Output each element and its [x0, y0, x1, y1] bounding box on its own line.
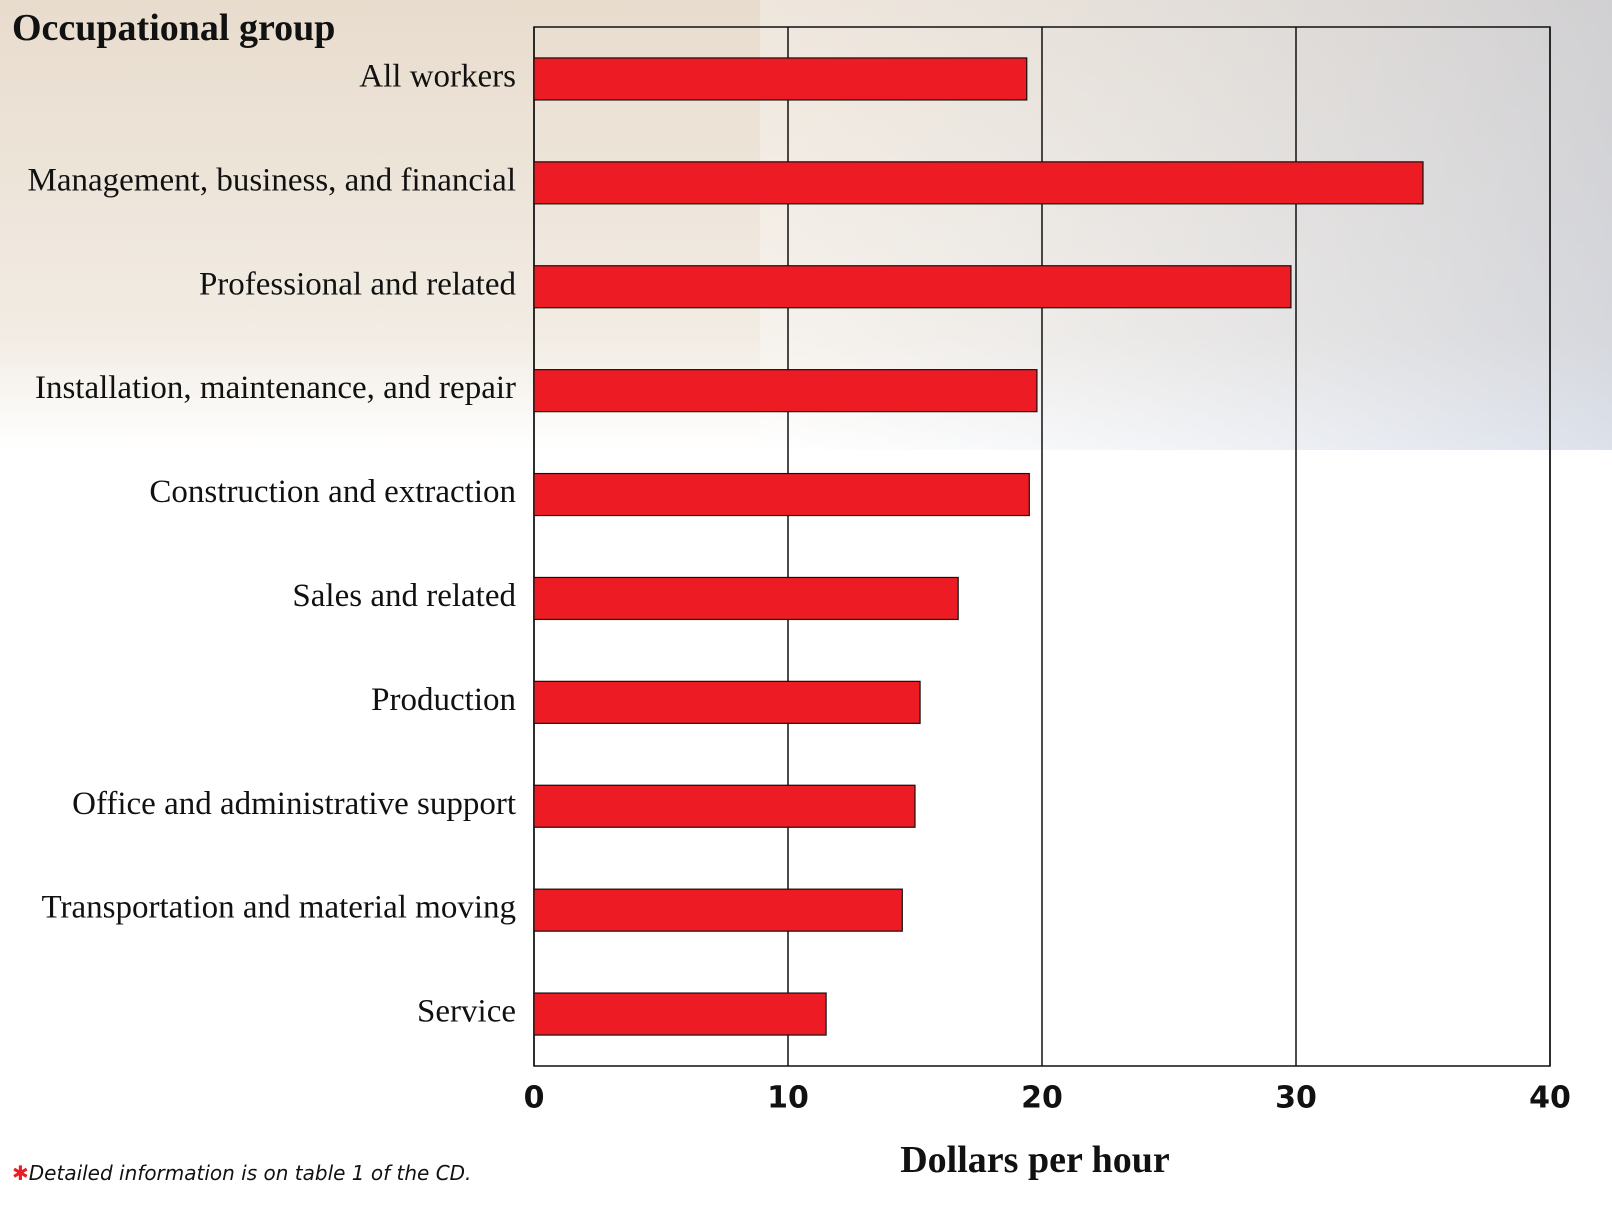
bar: [533, 57, 1028, 101]
bar: [533, 784, 916, 828]
bar: [533, 680, 921, 724]
x-tick-label: 10: [767, 1081, 809, 1116]
y-tick-label: Service: [417, 994, 516, 1030]
bar: [533, 992, 827, 1036]
bar: [533, 161, 1424, 205]
bar: [533, 265, 1292, 309]
bar: [533, 369, 1038, 413]
bar: [533, 472, 1030, 517]
y-tick-label: Management, business, and financial: [28, 162, 516, 198]
y-tick-label: Office and administrative support: [72, 786, 516, 822]
y-tick-label: Installation, maintenance, and repair: [35, 370, 516, 406]
bar: [533, 888, 903, 932]
y-tick-label: Transportation and material moving: [42, 890, 516, 926]
x-tick-label: 40: [1529, 1081, 1571, 1116]
y-tick-label: All workers: [359, 59, 516, 95]
x-tick-label: 30: [1275, 1081, 1317, 1116]
footnote-marker: ✱: [12, 1161, 29, 1185]
x-tick-label: 0: [524, 1081, 545, 1116]
y-tick-label: Sales and related: [292, 578, 516, 614]
x-axis-title: Dollars per hour: [900, 1139, 1170, 1181]
y-tick-label: Professional and related: [199, 266, 517, 302]
y-tick-label: Production: [371, 682, 516, 718]
footnote-text: Detailed information is on table 1 of th…: [29, 1161, 472, 1185]
y-axis-title: Occupational group: [12, 7, 335, 49]
bar: [533, 576, 959, 621]
x-tick-label: 20: [1021, 1081, 1063, 1116]
y-tick-label: Construction and extraction: [149, 474, 516, 510]
footnote: ✱Detailed information is on table 1 of t…: [12, 1161, 471, 1185]
